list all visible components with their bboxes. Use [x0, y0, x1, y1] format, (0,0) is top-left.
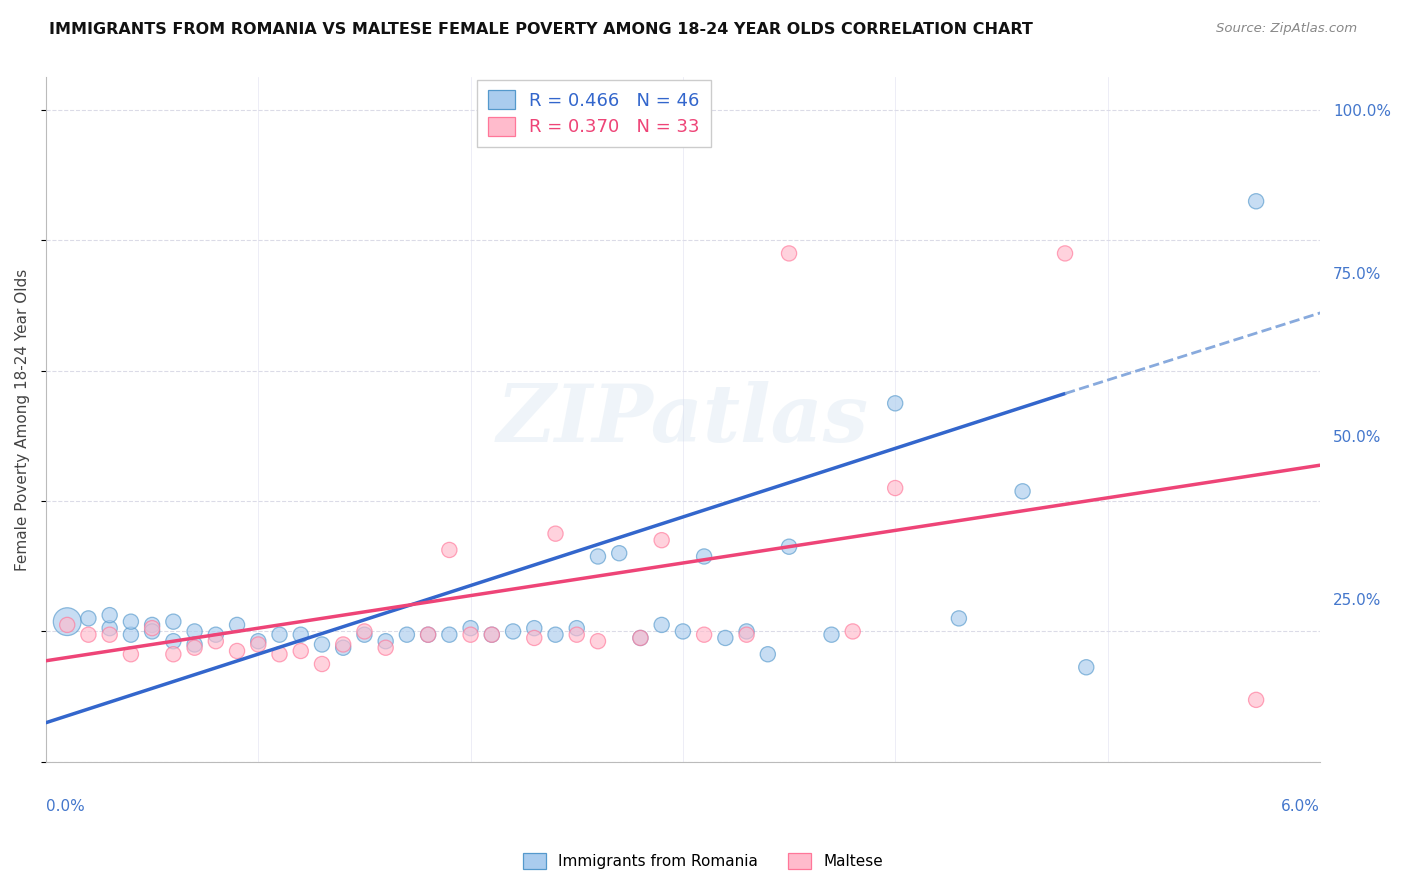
Point [948, 611, 970, 625]
Point [565, 621, 588, 635]
Point [778, 540, 800, 554]
Point [374, 634, 396, 648]
Point [523, 631, 546, 645]
Point [651, 618, 673, 632]
Point [120, 615, 142, 629]
Legend: Immigrants from Romania, Maltese: Immigrants from Romania, Maltese [516, 847, 890, 875]
Point [353, 624, 375, 639]
Point [311, 657, 333, 671]
Point [269, 647, 291, 661]
Point [332, 640, 354, 655]
Point [374, 640, 396, 655]
Point [460, 628, 482, 642]
Text: 6.0%: 6.0% [1281, 799, 1320, 814]
Point [162, 647, 184, 661]
Point [756, 647, 779, 661]
Point [98, 608, 121, 623]
Point [628, 631, 651, 645]
Point [353, 628, 375, 642]
Point [395, 628, 418, 642]
Point [183, 624, 205, 639]
Point [544, 526, 567, 541]
Point [141, 618, 163, 632]
Point [204, 628, 226, 642]
Point [247, 637, 270, 651]
Point [269, 628, 291, 642]
Point [820, 628, 842, 642]
Point [502, 624, 524, 639]
Point [607, 546, 630, 560]
Point [841, 624, 863, 639]
Point [204, 634, 226, 648]
Point [1053, 246, 1076, 260]
Point [884, 481, 907, 495]
Y-axis label: Female Poverty Among 18-24 Year Olds: Female Poverty Among 18-24 Year Olds [15, 268, 30, 571]
Point [523, 621, 546, 635]
Point [98, 628, 121, 642]
Point [226, 618, 249, 632]
Point [77, 611, 100, 625]
Point [416, 628, 439, 642]
Point [332, 637, 354, 651]
Point [565, 628, 588, 642]
Point [586, 634, 609, 648]
Point [416, 628, 439, 642]
Point [247, 634, 270, 648]
Point [120, 628, 142, 642]
Point [1076, 660, 1098, 674]
Point [77, 628, 100, 642]
Point [884, 396, 907, 410]
Point [693, 628, 716, 642]
Point [735, 624, 758, 639]
Point [1244, 194, 1267, 209]
Point [672, 624, 695, 639]
Point [141, 624, 163, 639]
Legend: R = 0.466   N = 46, R = 0.370   N = 33: R = 0.466 N = 46, R = 0.370 N = 33 [477, 79, 710, 147]
Point [56, 615, 79, 629]
Point [544, 628, 567, 642]
Point [735, 628, 758, 642]
Point [56, 618, 79, 632]
Point [141, 621, 163, 635]
Point [714, 631, 737, 645]
Text: IMMIGRANTS FROM ROMANIA VS MALTESE FEMALE POVERTY AMONG 18-24 YEAR OLDS CORRELAT: IMMIGRANTS FROM ROMANIA VS MALTESE FEMAL… [49, 22, 1033, 37]
Text: Source: ZipAtlas.com: Source: ZipAtlas.com [1216, 22, 1357, 36]
Point [98, 621, 121, 635]
Point [311, 637, 333, 651]
Point [481, 628, 503, 642]
Point [162, 615, 184, 629]
Point [1011, 484, 1033, 499]
Point [183, 640, 205, 655]
Text: 0.0%: 0.0% [46, 799, 84, 814]
Point [778, 246, 800, 260]
Point [439, 628, 461, 642]
Point [120, 647, 142, 661]
Point [460, 621, 482, 635]
Point [628, 631, 651, 645]
Point [1244, 693, 1267, 707]
Text: ZIPatlas: ZIPatlas [496, 381, 869, 458]
Point [162, 634, 184, 648]
Point [693, 549, 716, 564]
Point [290, 644, 312, 658]
Point [586, 549, 609, 564]
Point [183, 637, 205, 651]
Point [439, 543, 461, 558]
Point [290, 628, 312, 642]
Point [226, 644, 249, 658]
Point [481, 628, 503, 642]
Point [651, 533, 673, 548]
